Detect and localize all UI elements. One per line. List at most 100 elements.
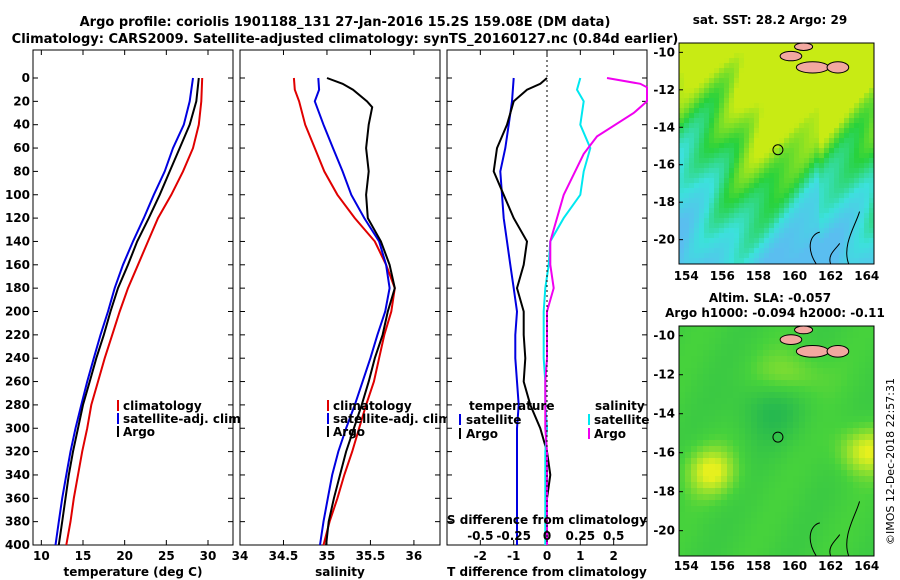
map-cell — [685, 482, 692, 489]
map-cell — [744, 173, 750, 179]
map-cell — [769, 93, 775, 99]
map-cell — [734, 233, 740, 239]
map-cell — [844, 183, 850, 189]
map-cell — [769, 98, 775, 104]
map-cell — [709, 338, 716, 345]
map-cell — [685, 428, 692, 435]
map-cell — [865, 500, 872, 507]
map-cell — [739, 253, 745, 259]
map-cell — [727, 332, 734, 339]
map-cell — [799, 446, 806, 453]
map-cell — [869, 183, 875, 189]
map-cell — [694, 258, 700, 264]
map-cell — [709, 198, 715, 204]
map-cell — [703, 500, 710, 507]
map-cell — [804, 248, 810, 254]
map-cell — [799, 198, 805, 204]
map-cell — [849, 188, 855, 194]
map-cell — [817, 380, 824, 387]
map-cell — [823, 500, 830, 507]
map-cell — [729, 93, 735, 99]
map-cell — [704, 193, 710, 199]
map-cell — [764, 228, 770, 234]
map-cell — [847, 554, 854, 557]
reef-contour — [809, 211, 861, 265]
map-cell — [781, 476, 788, 483]
map-cell — [823, 506, 830, 513]
map-cell — [871, 332, 875, 339]
map-cell — [834, 168, 840, 174]
map-cell — [811, 392, 818, 399]
map-cell — [769, 193, 775, 199]
map-cell — [794, 208, 800, 214]
map-cell — [839, 148, 845, 154]
map-cell — [847, 398, 854, 405]
map-cell — [709, 143, 715, 149]
map-cell — [829, 554, 836, 557]
map-cell — [775, 476, 782, 483]
map-cell — [799, 178, 805, 184]
map-cell — [703, 512, 710, 519]
map-cell — [751, 542, 758, 549]
map-cell — [749, 58, 755, 64]
map-cell — [823, 482, 830, 489]
map-cell — [814, 108, 820, 114]
map-cell — [809, 133, 815, 139]
map-cell — [724, 233, 730, 239]
map-cell — [853, 458, 860, 465]
map-cell — [704, 233, 710, 239]
map-cell — [715, 356, 722, 363]
map-cell — [839, 168, 845, 174]
map-cell — [757, 410, 764, 417]
map-cell — [799, 73, 805, 79]
map-cell — [759, 53, 765, 59]
map-cell — [859, 183, 865, 189]
map-cell — [834, 233, 840, 239]
map-cell — [684, 233, 690, 239]
map-cell — [774, 193, 780, 199]
map-cell — [799, 482, 806, 489]
temperature-xtick-label: 15 — [75, 549, 92, 563]
map-cell — [784, 73, 790, 79]
map-cell — [719, 113, 725, 119]
map-cell — [817, 476, 824, 483]
map-cell — [811, 338, 818, 345]
map-cell — [694, 168, 700, 174]
map-cell — [824, 48, 830, 54]
map-cell — [809, 108, 815, 114]
map-cell — [799, 476, 806, 483]
map-cell — [709, 58, 715, 64]
map-cell — [739, 536, 746, 543]
map-cell — [799, 123, 805, 129]
map-cell — [794, 233, 800, 239]
map-cell — [811, 506, 818, 513]
map-cell — [754, 243, 760, 249]
map-cell — [745, 392, 752, 399]
map-cell — [774, 198, 780, 204]
map-cell — [853, 452, 860, 459]
map-cell — [774, 173, 780, 179]
map-cell — [684, 203, 690, 209]
map-cell — [714, 248, 720, 254]
legend-temperature-title: temperature — [469, 399, 554, 413]
map-cell — [733, 350, 740, 357]
map-cell — [824, 243, 830, 249]
map-cell — [859, 128, 865, 134]
map-cell — [744, 158, 750, 164]
island-landmass — [794, 42, 814, 51]
island-landmass — [779, 334, 803, 346]
map-cell — [703, 332, 710, 339]
map-cell — [789, 233, 795, 239]
map-cell — [865, 434, 872, 441]
map-cell — [769, 258, 775, 264]
map-cell — [829, 458, 836, 465]
map-cell — [839, 233, 845, 239]
map-cell — [744, 58, 750, 64]
depth-tick-label: 400 — [5, 538, 30, 552]
map-cell — [694, 203, 700, 209]
map-cell — [847, 512, 854, 519]
map-cell — [793, 434, 800, 441]
map-cell — [854, 218, 860, 224]
map-cell — [839, 103, 845, 109]
map-cell — [854, 68, 860, 74]
